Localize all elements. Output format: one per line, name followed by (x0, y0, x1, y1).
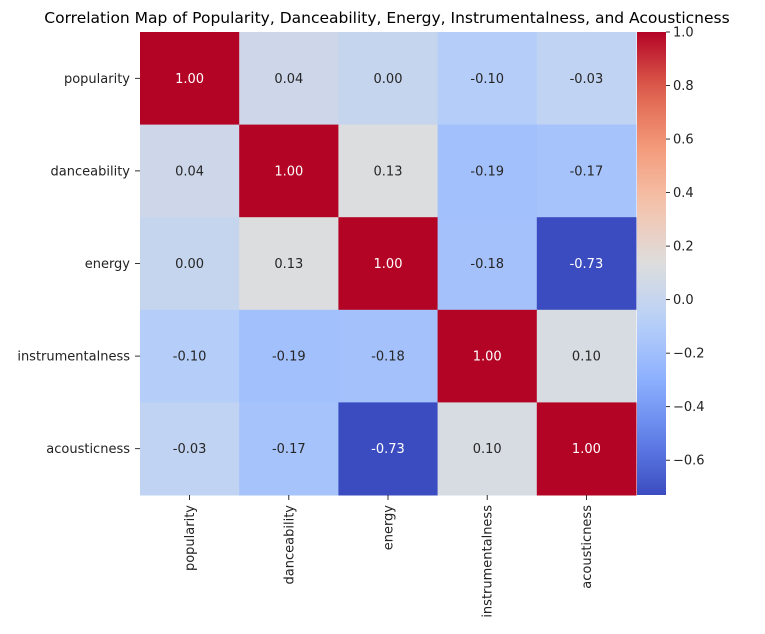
cell-label-2-1: 0.13 (274, 257, 303, 272)
cell-label-2-2: 1.00 (374, 257, 403, 272)
chart-title: Correlation Map of Popularity, Danceabil… (44, 9, 729, 27)
column-label-3: instrumentalness (481, 505, 496, 618)
cell-label-1-1: 1.00 (274, 164, 303, 179)
row-labels: popularity danceability energy instrumental… (17, 72, 140, 457)
cell-label-4-4: 1.00 (572, 442, 601, 457)
row-label-4: acousticness (46, 442, 130, 457)
column-label-1: danceability (282, 505, 297, 585)
heatmap-cell-3-1 (239, 309, 339, 403)
colorbar-tick-label-1: 0.8 (673, 79, 694, 94)
cell-label-0-4: -0.03 (570, 72, 604, 87)
heatmap-cell-3-0 (140, 309, 240, 403)
column-labels: popularity danceability energy instrumental… (183, 495, 595, 618)
heatmap-cell-2-3 (437, 217, 538, 311)
cell-label-1-2: 0.13 (374, 164, 403, 179)
column-label-4: acousticness (580, 505, 595, 589)
heatmap-cell-4-0 (140, 402, 240, 496)
colorbar-tick-label-6: −0.2 (673, 347, 705, 362)
cell-label-3-0: -0.10 (173, 350, 207, 365)
column-label-2: energy (382, 505, 397, 551)
heatmap-cell-0-0 (140, 32, 240, 126)
heatmap-cell-1-4 (536, 124, 637, 218)
colorbar-tick-label-8: −0.6 (673, 454, 705, 469)
cell-label-4-2: -0.73 (371, 442, 405, 457)
cell-label-0-1: 0.04 (274, 72, 303, 87)
column-label-0: popularity (183, 505, 198, 571)
heatmap-cell-0-2 (338, 32, 439, 126)
row-label-3: instrumentalness (17, 350, 130, 365)
heatmap-cell-1-2 (338, 124, 439, 218)
row-label-0: popularity (64, 72, 130, 87)
cell-label-4-3: 0.10 (473, 442, 502, 457)
cell-label-2-3: -0.18 (470, 257, 504, 272)
heatmap-cell-1-1 (239, 124, 339, 218)
cell-label-3-3: 1.00 (473, 350, 502, 365)
heatmap-cell-3-3 (437, 309, 538, 403)
cell-label-1-4: -0.17 (570, 164, 604, 179)
heatmap-cell-2-1 (239, 217, 339, 311)
cell-label-2-0: 0.00 (175, 257, 204, 272)
colorbar-gradient (637, 32, 666, 495)
heatmap-cell-0-4 (536, 32, 637, 126)
heatmap-cell-0-3 (437, 32, 538, 126)
heatmap-cell-3-2 (338, 309, 439, 403)
cell-label-3-1: -0.19 (272, 350, 306, 365)
cell-label-0-3: -0.10 (470, 72, 504, 87)
cell-label-1-0: 0.04 (175, 164, 204, 179)
heatmap-cell-2-0 (140, 217, 240, 311)
cell-label-2-4: -0.73 (570, 257, 604, 272)
heatmap-cells (140, 32, 637, 496)
cell-label-4-0: -0.03 (173, 442, 207, 457)
heatmap-cell-4-1 (239, 402, 339, 496)
cell-label-4-1: -0.17 (272, 442, 306, 457)
cell-label-0-0: 1.00 (175, 72, 204, 87)
heatmap-cell-1-3 (437, 124, 538, 218)
cell-label-0-2: 0.00 (374, 72, 403, 87)
row-label-2: energy (85, 257, 131, 272)
colorbar-tick-label-2: 0.6 (673, 133, 694, 148)
colorbar-tick-label-0: 1.0 (673, 26, 694, 41)
colorbar-tick-label-5: 0.0 (673, 293, 694, 308)
heatmap-cell-2-2 (338, 217, 439, 311)
heatmap-cell-1-0 (140, 124, 240, 218)
colorbar-tick-label-3: 0.4 (673, 186, 694, 201)
heatmap-cell-0-1 (239, 32, 339, 126)
heatmap-cell-3-4 (536, 309, 637, 403)
cell-label-1-3: -0.19 (470, 164, 504, 179)
heatmap-cell-4-2 (338, 402, 439, 496)
cell-label-3-2: -0.18 (371, 350, 405, 365)
colorbar: 1.0 0.8 0.6 0.4 0.2 0.0 −0.2 −0.4 −0.6 (637, 26, 705, 495)
colorbar-tick-label-4: 0.2 (673, 240, 694, 255)
heatmap-cell-4-4 (536, 402, 637, 496)
row-label-1: danceability (51, 164, 131, 179)
heatmap-cell-labels: 1.00 0.04 0.00 -0.10 -0.03 0.04 1.00 0.13 -0.19 -… (173, 72, 603, 457)
heatmap-cell-4-3 (437, 402, 538, 496)
colorbar-tick-label-7: −0.4 (673, 400, 705, 415)
cell-label-3-4: 0.10 (572, 350, 601, 365)
heatmap-cell-2-4 (536, 217, 637, 311)
